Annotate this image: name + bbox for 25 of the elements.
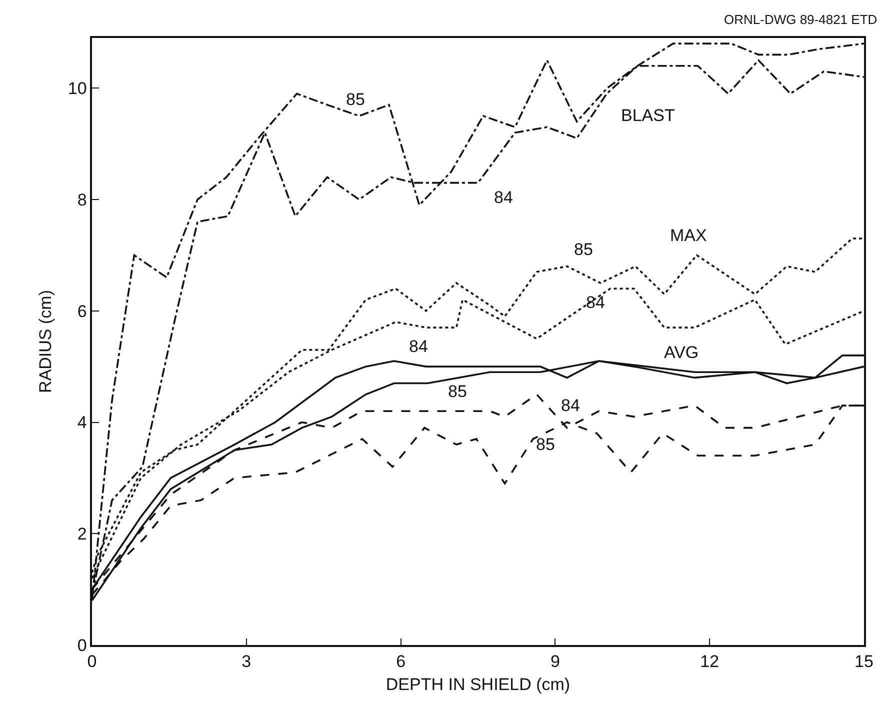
series-label: 84: [409, 337, 428, 356]
y-axis-title: RADIUS (cm): [36, 290, 55, 393]
text: ORNL-DWG 89-4821 ETD: [724, 12, 878, 27]
y-tick-label: 10: [68, 79, 87, 98]
series-label: 84: [494, 188, 513, 207]
y-tick-label: 6: [77, 302, 87, 321]
series-label: 85: [346, 90, 365, 109]
x-tick-label: 15: [854, 652, 874, 672]
y-tick-label: 8: [77, 190, 87, 210]
series-label: 85: [574, 240, 593, 259]
series-label: 84: [586, 293, 605, 312]
x-tick-label: 12: [700, 652, 720, 672]
x-tick-label: 3: [242, 652, 252, 672]
annotation: BLAST: [621, 106, 675, 125]
x-tick-label: 6: [396, 652, 406, 672]
y-tick-label: 0: [77, 636, 87, 655]
series-label: 85: [448, 382, 467, 401]
series-label: 84: [561, 396, 580, 415]
x-tick-label: 9: [550, 652, 560, 672]
annotation: MAX: [670, 226, 707, 245]
annotation: AVG: [664, 343, 699, 362]
series-label: 85: [536, 435, 555, 454]
y-tick-label: 4: [77, 413, 87, 432]
x-axis-title: DEPTH IN SHIELD (cm): [386, 675, 570, 694]
y-tick-label: 2: [77, 524, 87, 544]
